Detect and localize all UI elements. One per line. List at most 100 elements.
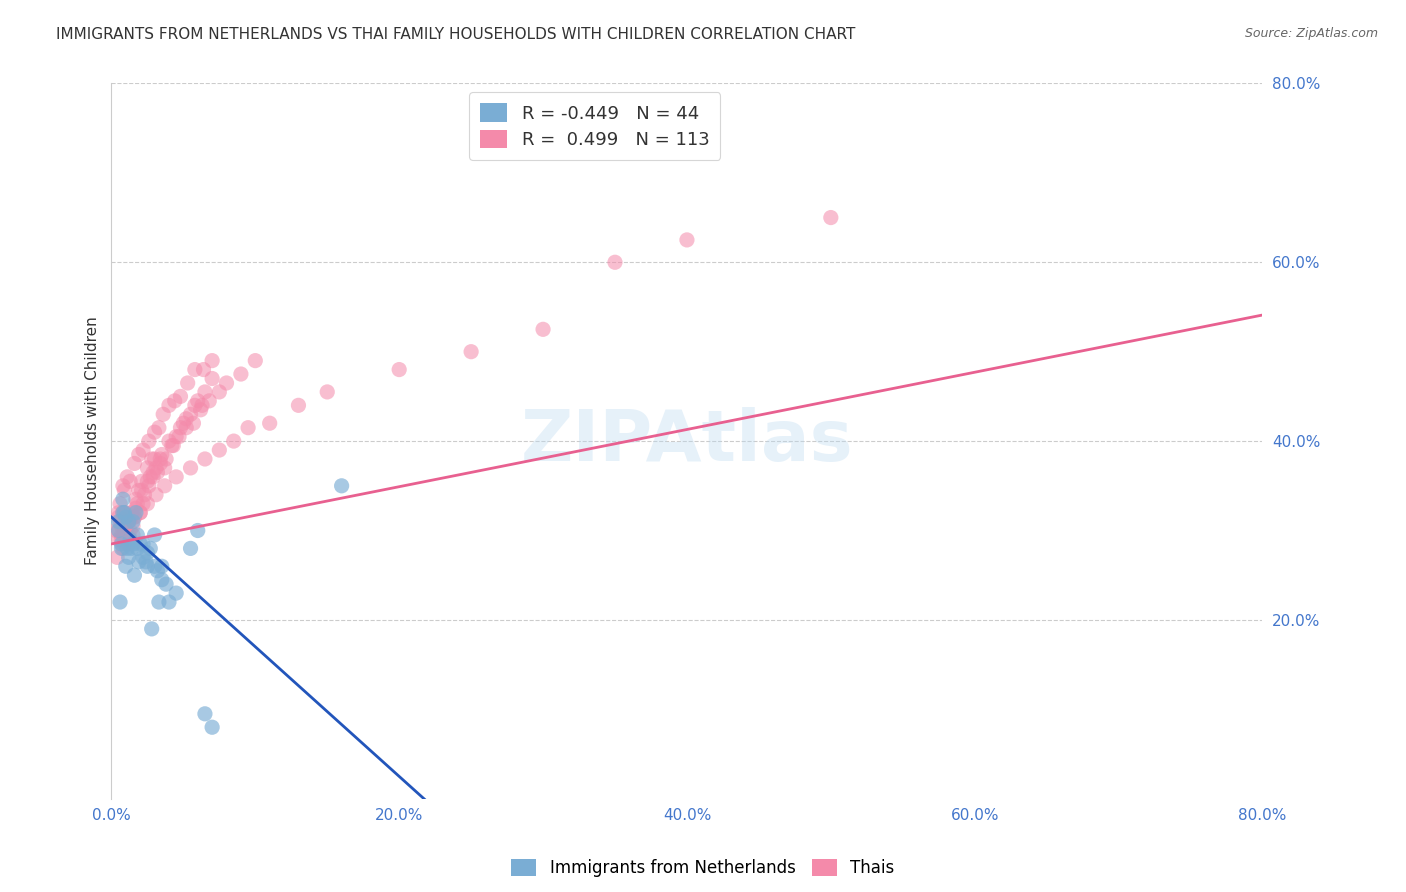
Point: [112, 524, 135, 538]
Point: [127, 541, 149, 556]
Point: [122, 515, 145, 529]
Point: [155, 577, 177, 591]
Point: [131, 483, 153, 498]
Point: [128, 555, 150, 569]
Point: [316, 384, 339, 399]
Point: [120, 533, 142, 547]
Point: [180, 461, 202, 475]
Point: [153, 461, 176, 475]
Point: [136, 546, 159, 560]
Point: [287, 398, 309, 412]
Point: [129, 537, 152, 551]
Point: [121, 541, 143, 556]
Point: [157, 595, 180, 609]
Point: [128, 448, 150, 462]
Legend: Immigrants from Netherlands, Thais: Immigrants from Netherlands, Thais: [505, 852, 901, 884]
Point: [148, 420, 170, 434]
Point: [460, 344, 482, 359]
Point: [194, 706, 217, 721]
Point: [136, 559, 159, 574]
Point: [124, 457, 146, 471]
Point: [122, 528, 145, 542]
Point: [107, 510, 129, 524]
Point: [148, 595, 170, 609]
Point: [122, 519, 145, 533]
Point: [111, 479, 134, 493]
Point: [132, 537, 155, 551]
Point: [146, 564, 169, 578]
Point: [128, 483, 150, 498]
Point: [134, 488, 156, 502]
Point: [388, 362, 411, 376]
Point: [138, 479, 160, 493]
Point: [167, 429, 190, 443]
Point: [115, 541, 138, 556]
Y-axis label: Family Households with Children: Family Households with Children: [86, 317, 100, 566]
Point: [111, 528, 134, 542]
Point: [176, 376, 198, 390]
Text: IMMIGRANTS FROM NETHERLANDS VS THAI FAMILY HOUSEHOLDS WITH CHILDREN CORRELATION : IMMIGRANTS FROM NETHERLANDS VS THAI FAMI…: [56, 27, 856, 42]
Point: [184, 362, 207, 376]
Point: [141, 622, 163, 636]
Point: [208, 384, 231, 399]
Point: [114, 524, 136, 538]
Point: [201, 720, 224, 734]
Point: [165, 470, 187, 484]
Point: [132, 497, 155, 511]
Point: [150, 559, 173, 574]
Point: [118, 537, 141, 551]
Point: [111, 506, 134, 520]
Point: [145, 461, 167, 475]
Point: [139, 470, 162, 484]
Point: [149, 457, 172, 471]
Point: [107, 524, 129, 538]
Point: [124, 510, 146, 524]
Point: [531, 322, 554, 336]
Point: [163, 393, 186, 408]
Point: [136, 475, 159, 489]
Point: [112, 506, 135, 520]
Point: [190, 402, 212, 417]
Point: [108, 595, 131, 609]
Point: [198, 393, 221, 408]
Text: Source: ZipAtlas.com: Source: ZipAtlas.com: [1244, 27, 1378, 40]
Point: [160, 439, 183, 453]
Point: [118, 528, 141, 542]
Point: [142, 466, 165, 480]
Point: [129, 506, 152, 520]
Point: [107, 533, 129, 547]
Point: [215, 376, 238, 390]
Point: [187, 524, 209, 538]
Point: [150, 573, 173, 587]
Point: [135, 555, 157, 569]
Point: [129, 506, 152, 520]
Point: [122, 537, 145, 551]
Point: [132, 550, 155, 565]
Point: [820, 211, 842, 225]
Point: [201, 353, 224, 368]
Point: [193, 362, 215, 376]
Point: [138, 434, 160, 449]
Point: [125, 506, 148, 520]
Point: [169, 389, 191, 403]
Point: [112, 483, 135, 498]
Point: [183, 416, 205, 430]
Point: [141, 452, 163, 467]
Point: [105, 550, 128, 565]
Point: [115, 470, 138, 484]
Point: [194, 452, 217, 467]
Point: [139, 541, 162, 556]
Point: [145, 488, 167, 502]
Point: [155, 452, 177, 467]
Point: [136, 461, 159, 475]
Point: [146, 466, 169, 480]
Point: [236, 420, 259, 434]
Point: [112, 537, 135, 551]
Point: [114, 559, 136, 574]
Point: [143, 452, 166, 467]
Point: [222, 434, 245, 449]
Point: [127, 528, 149, 542]
Point: [114, 506, 136, 520]
Point: [169, 420, 191, 434]
Point: [118, 515, 141, 529]
